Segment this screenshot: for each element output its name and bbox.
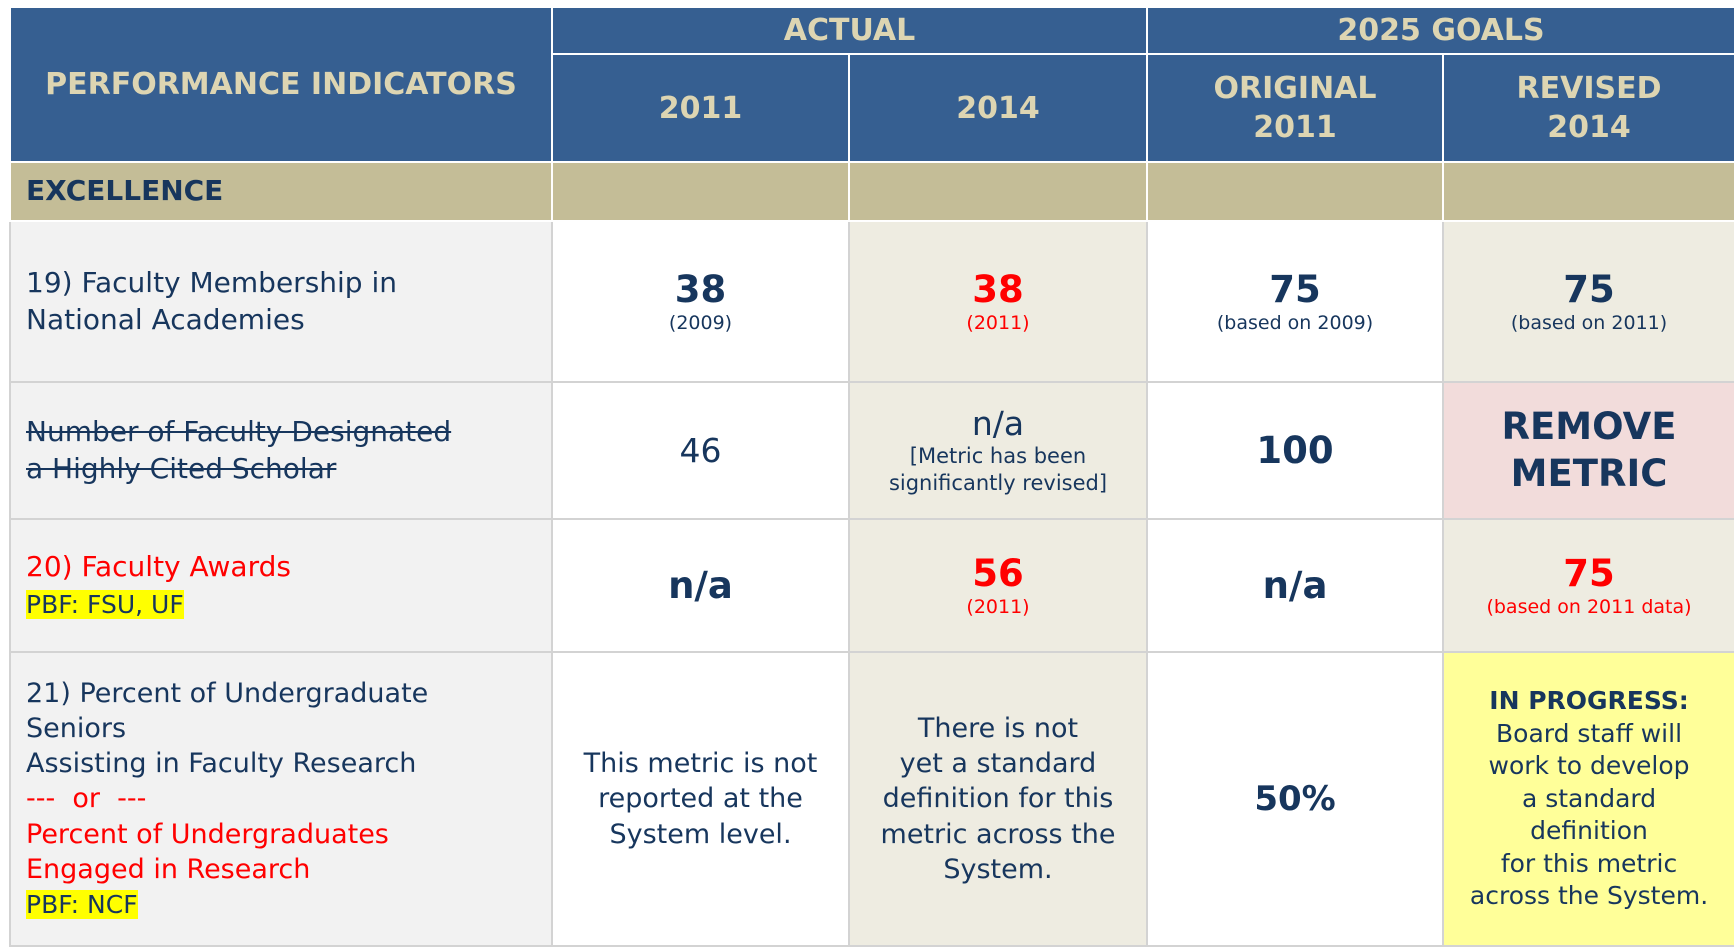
pbf-tag: PBF: FSU, UF [26,589,184,619]
performance-table: PERFORMANCE INDICATORS ACTUAL 2025 GOALS… [9,6,1734,947]
column-header: 2011 [551,53,850,163]
value: n/a [1262,564,1328,607]
header-row: 2011 2014 ORIGINAL 2011 REVISED 2014 [10,53,1734,163]
goals-header: 2025 GOALS [1146,6,1734,55]
note: (based on 2011) [1510,311,1668,334]
value: 75 [1269,267,1321,311]
value: 56 [972,551,1024,595]
row: 21) Percent of Undergraduate Seniors Ass… [9,651,1734,947]
pbf-tag: PBF: NCF [26,889,138,919]
value: 75 [1563,267,1615,311]
value: 38 [972,267,1024,311]
value: 100 [1256,429,1334,472]
row: 19) Faculty Membership in National Acade… [9,220,1734,383]
cell-text: This metric is not reported at the Syste… [551,651,850,947]
note: (2009) [668,311,733,334]
actual-header: ACTUAL [550,6,1149,55]
row: 20) Faculty Awards PBF: FSU, UF n/a 56 (20… [9,518,1734,653]
value: REMOVE METRIC [1501,405,1677,495]
note: [Metric has been significantly revised] [888,443,1108,495]
value: n/a [971,403,1025,443]
note: (based on 2011 data) [1486,595,1692,618]
cell-text: There is not yet a standard definition f… [847,651,1149,947]
row-label: Number of Faculty Designated a Highly Ci… [9,381,553,520]
value: 46 [679,431,722,470]
note: (based on 2009) [1216,311,1374,334]
column-header: 2014 [847,53,1149,163]
alt-label: Percent of Undergraduates Engaged in Res… [26,818,389,885]
value: 75 [1563,551,1615,595]
cell-text: Board staff will work to develop a stand… [1469,718,1709,911]
row-label: 20) Faculty Awards [26,550,291,584]
value: n/a [668,564,733,607]
indicators-header: PERFORMANCE INDICATORS [9,6,553,163]
value: 38 [674,267,727,311]
section-row: EXCELLENCE [9,161,1734,222]
separator: --- or --- [26,783,147,815]
row-label: 21) Percent of Undergraduate Seniors Ass… [26,678,429,780]
row: Number of Faculty Designated a Highly Ci… [9,381,1734,520]
row-label: 19) Faculty Membership in National Acade… [9,220,553,383]
column-header: ORIGINAL 2011 [1146,53,1445,163]
status-heading: IN PROGRESS: [1489,686,1689,716]
header-row: PERFORMANCE INDICATORS ACTUAL 2025 GOALS [9,6,1734,163]
column-header: REVISED 2014 [1442,53,1734,163]
note: (2011) [966,595,1030,618]
note: (2011) [966,311,1030,334]
section-label: EXCELLENCE [9,161,553,222]
value: 50% [1254,779,1336,819]
